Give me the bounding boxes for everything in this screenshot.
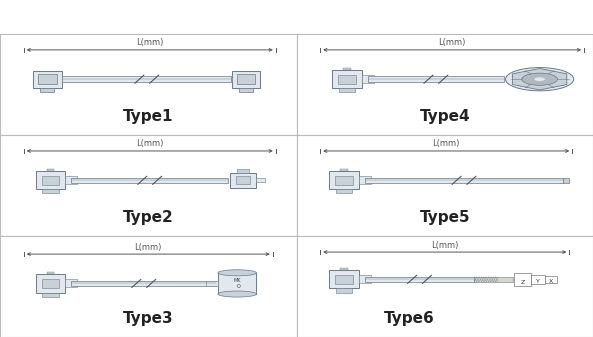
Bar <box>514 273 531 286</box>
Bar <box>336 288 352 293</box>
Bar <box>531 275 545 284</box>
Circle shape <box>534 78 545 81</box>
Text: L(mm): L(mm) <box>432 140 460 148</box>
Text: Z: Z <box>521 280 525 285</box>
Bar <box>359 176 371 184</box>
Bar <box>42 189 59 193</box>
Bar <box>225 77 232 81</box>
Text: Type5: Type5 <box>419 210 470 225</box>
Bar <box>237 168 249 173</box>
Bar <box>62 76 231 82</box>
Text: Type6: Type6 <box>384 311 435 326</box>
Bar <box>42 279 59 288</box>
Bar <box>229 173 256 188</box>
FancyBboxPatch shape <box>33 70 62 88</box>
Bar <box>340 268 347 270</box>
Text: Y: Y <box>536 279 540 284</box>
Bar <box>47 272 54 274</box>
Bar <box>237 74 255 84</box>
Bar <box>40 88 55 92</box>
Text: X: X <box>549 279 553 284</box>
Bar <box>365 277 474 282</box>
Bar <box>62 77 69 81</box>
Ellipse shape <box>218 270 256 276</box>
Bar <box>332 70 362 88</box>
Text: L(mm): L(mm) <box>135 243 162 251</box>
Bar <box>340 168 347 171</box>
Text: Wire Harness Assembly Type: Wire Harness Assembly Type <box>151 8 442 26</box>
Polygon shape <box>512 68 567 90</box>
Bar <box>47 168 54 171</box>
Text: L(mm): L(mm) <box>438 38 466 47</box>
Bar <box>359 275 371 283</box>
Bar <box>339 88 355 92</box>
Bar <box>256 178 266 182</box>
Text: Type4: Type4 <box>419 109 470 124</box>
Bar <box>545 276 557 283</box>
Text: Type3: Type3 <box>123 311 174 326</box>
Text: Type1: Type1 <box>123 109 174 124</box>
Bar <box>362 75 374 83</box>
Bar <box>329 270 359 288</box>
Ellipse shape <box>218 291 256 297</box>
Bar <box>36 274 65 293</box>
Text: Type2: Type2 <box>123 210 174 225</box>
Bar <box>36 171 65 189</box>
Text: L(mm): L(mm) <box>136 140 164 148</box>
FancyBboxPatch shape <box>232 70 260 88</box>
Bar <box>474 277 513 282</box>
Bar <box>239 88 253 92</box>
Bar <box>71 178 228 183</box>
Bar <box>368 76 504 82</box>
Bar <box>236 176 250 184</box>
Bar <box>71 281 216 286</box>
Bar <box>335 275 353 284</box>
Bar <box>329 171 359 189</box>
Circle shape <box>522 73 557 85</box>
Bar <box>336 189 352 193</box>
Text: MK
  O: MK O <box>234 278 241 289</box>
Circle shape <box>505 67 573 91</box>
Bar <box>218 273 256 294</box>
Bar <box>343 67 350 70</box>
Bar <box>338 74 356 84</box>
Bar <box>206 281 218 286</box>
Text: L(mm): L(mm) <box>136 38 164 47</box>
Bar <box>42 293 59 297</box>
Bar <box>563 178 569 183</box>
Bar <box>335 176 353 185</box>
Bar <box>65 279 77 287</box>
Bar <box>365 178 563 183</box>
Bar <box>42 176 59 185</box>
Bar <box>65 176 77 184</box>
Text: L(mm): L(mm) <box>431 241 458 249</box>
Bar <box>39 74 56 84</box>
